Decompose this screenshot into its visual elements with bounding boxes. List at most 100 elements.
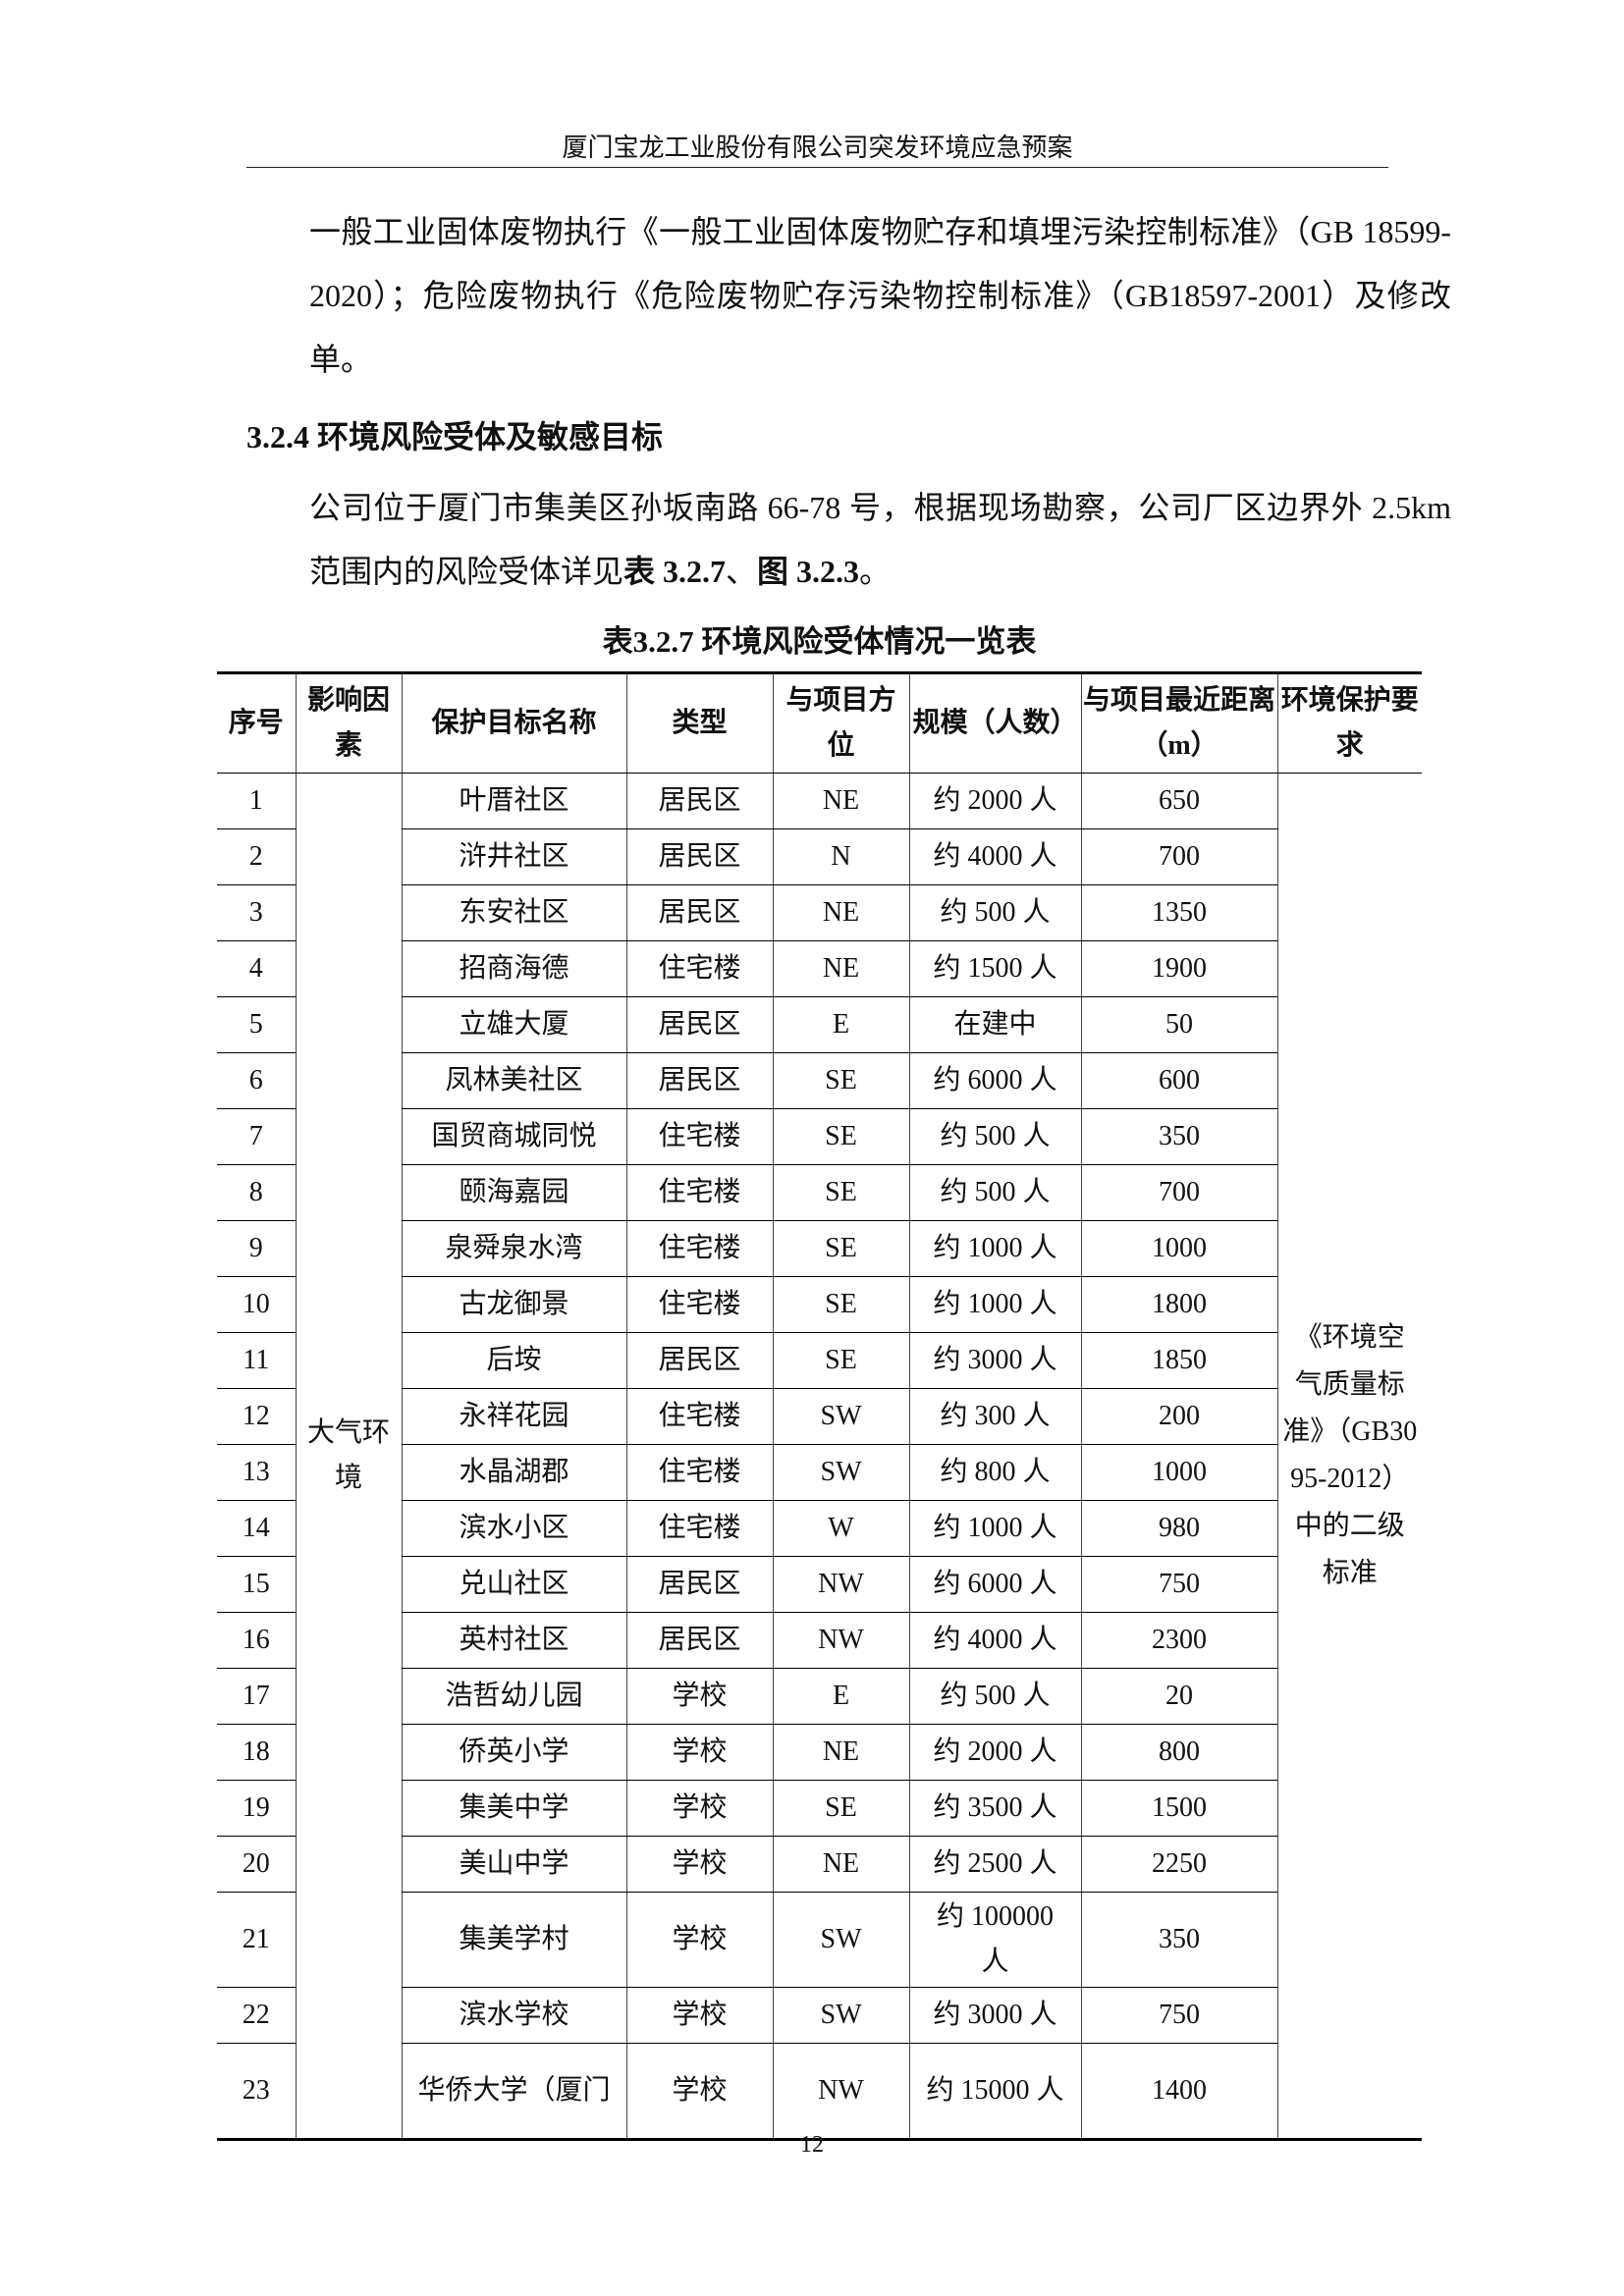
row-index-cell: 6 xyxy=(217,1052,296,1109)
table-row: 3 东安社区 居民区 NE 约 500 人 1350 xyxy=(217,884,1422,941)
type-cell: 学校 xyxy=(625,1892,773,1988)
protection-requirement-cell: 《环境空气质量标准》（GB3095-2012）中的二级标准 xyxy=(1276,773,1422,2141)
table-row: 12 永祥花园 住宅楼 SW 约 300 人 200 xyxy=(217,1388,1422,1445)
distance-cell: 350 xyxy=(1080,1108,1277,1165)
separator: 、 xyxy=(726,554,758,589)
table-row: 5 立雄大厦 居民区 E 在建中 50 xyxy=(217,996,1422,1053)
risk-receptor-table: 序号 影响因素 保护目标名称 类型 与项目方位 规模（人数） 与项目最近距离（m） 环境保护要… xyxy=(217,671,1422,2141)
distance-cell: 980 xyxy=(1080,1500,1277,1557)
column-header-type: 类型 xyxy=(625,671,773,774)
scale-cell: 约 3000 人 xyxy=(908,1987,1081,2044)
distance-cell: 1800 xyxy=(1080,1276,1277,1333)
table-row: 22 滨水学校 学校 SW 约 3000 人 750 xyxy=(217,1987,1422,2044)
target-name-cell: 国贸商城同悦 xyxy=(401,1108,626,1165)
scale-cell: 约 6000 人 xyxy=(908,1052,1081,1109)
scale-cell: 约 500 人 xyxy=(908,1668,1081,1725)
scale-cell: 约 500 人 xyxy=(908,1108,1081,1165)
figure-reference: 图 3.2.3 xyxy=(757,554,860,589)
distance-cell: 1000 xyxy=(1080,1444,1277,1501)
direction-cell: NE xyxy=(772,773,909,829)
distance-cell: 650 xyxy=(1080,773,1277,829)
scale-cell: 约 3000 人 xyxy=(908,1332,1081,1389)
table-header-row: 序号 影响因素 保护目标名称 类型 与项目方位 规模（人数） 与项目最近距离（m） 环境保护要… xyxy=(217,671,1422,774)
table-row: 15 兑山社区 居民区 NW 约 6000 人 750 xyxy=(217,1556,1422,1613)
column-header-target-name: 保护目标名称 xyxy=(401,671,626,774)
type-cell: 居民区 xyxy=(625,1332,773,1389)
column-header-factor: 影响因素 xyxy=(295,671,402,774)
column-header-direction: 与项目方位 xyxy=(772,671,909,774)
target-name-cell: 集美中学 xyxy=(401,1780,626,1837)
table-row: 17 浩哲幼儿园 学校 E 约 500 人 20 xyxy=(217,1668,1422,1725)
direction-cell: SE xyxy=(772,1220,909,1277)
scale-cell: 约 4000 人 xyxy=(908,828,1081,885)
table-row: 19 集美中学 学校 SE 约 3500 人 1500 xyxy=(217,1780,1422,1837)
table-row: 18 侨英小学 学校 NE 约 2000 人 800 xyxy=(217,1724,1422,1781)
direction-cell: SE xyxy=(772,1780,909,1837)
scale-cell: 约 1000 人 xyxy=(908,1220,1081,1277)
table-row: 7 国贸商城同悦 住宅楼 SE 约 500 人 350 xyxy=(217,1108,1422,1165)
target-name-cell: 招商海德 xyxy=(401,940,626,997)
scale-cell: 约 3500 人 xyxy=(908,1780,1081,1837)
paragraph-solid-waste-standards: 一般工业固体废物执行《一般工业固体废物贮存和填埋污染控制标准》（GB 18599… xyxy=(309,214,1451,377)
direction-cell: SE xyxy=(772,1164,909,1221)
target-name-cell: 美山中学 xyxy=(401,1836,626,1893)
direction-cell: W xyxy=(772,1500,909,1557)
direction-cell: SE xyxy=(772,1052,909,1109)
table-row: 9 泉舜泉水湾 住宅楼 SE 约 1000 人 1000 xyxy=(217,1220,1422,1277)
header-divider xyxy=(246,167,1388,168)
table-row: 20 美山中学 学校 NE 约 2500 人 2250 xyxy=(217,1836,1422,1893)
type-cell: 住宅楼 xyxy=(625,1108,773,1165)
distance-cell: 750 xyxy=(1080,1556,1277,1613)
row-index-cell: 8 xyxy=(217,1164,296,1221)
impact-factor-cell: 大气环境 xyxy=(295,773,402,2141)
scale-cell: 约 4000 人 xyxy=(908,1612,1081,1669)
scale-cell: 在建中 xyxy=(908,996,1081,1053)
direction-cell: NW xyxy=(772,1556,909,1613)
row-index-cell: 14 xyxy=(217,1500,296,1557)
table-row: 13 水晶湖郡 住宅楼 SW 约 800 人 1000 xyxy=(217,1444,1422,1501)
row-index-cell: 10 xyxy=(217,1276,296,1333)
distance-cell: 20 xyxy=(1080,1668,1277,1725)
row-index-cell: 4 xyxy=(217,940,296,997)
direction-cell: SE xyxy=(772,1108,909,1165)
target-name-cell: 凤林美社区 xyxy=(401,1052,626,1109)
column-header-requirement: 环境保护要求 xyxy=(1276,671,1422,774)
row-index-cell: 16 xyxy=(217,1612,296,1669)
table-row: 11 后垵 居民区 SE 约 3000 人 1850 xyxy=(217,1332,1422,1389)
column-header-index: 序号 xyxy=(217,671,296,774)
direction-cell: E xyxy=(772,1668,909,1725)
direction-cell: SW xyxy=(772,1444,909,1501)
row-index-cell: 1 xyxy=(217,773,296,829)
running-header: 厦门宝龙工业股份有限公司突发环境应急预案 xyxy=(562,133,1073,162)
table-row: 10 古龙御景 住宅楼 SE 约 1000 人 1800 xyxy=(217,1276,1422,1333)
target-name-cell: 华侨大学（厦门 xyxy=(401,2043,626,2141)
row-index-cell: 3 xyxy=(217,884,296,941)
type-cell: 居民区 xyxy=(625,828,773,885)
table-row: 23 华侨大学（厦门 学校 NW 约 15000 人 1400 xyxy=(217,2043,1422,2141)
type-cell: 住宅楼 xyxy=(625,1276,773,1333)
row-index-cell: 19 xyxy=(217,1780,296,1837)
scale-cell: 约 300 人 xyxy=(908,1388,1081,1445)
row-index-cell: 7 xyxy=(217,1108,296,1165)
type-cell: 居民区 xyxy=(625,1556,773,1613)
direction-cell: NE xyxy=(772,1724,909,1781)
row-index-cell: 2 xyxy=(217,828,296,885)
row-index-cell: 11 xyxy=(217,1332,296,1389)
row-index-cell: 20 xyxy=(217,1836,296,1893)
table-reference: 表 3.2.7 xyxy=(623,554,727,589)
table-row: 8 颐海嘉园 住宅楼 SE 约 500 人 700 xyxy=(217,1164,1422,1221)
target-name-cell: 东安社区 xyxy=(401,884,626,941)
type-cell: 住宅楼 xyxy=(625,940,773,997)
table-row: 1 大气环境 叶厝社区 居民区 NE 约 2000 人 650 《环境空气质量标准》（GB30… xyxy=(217,773,1422,2141)
target-name-cell: 浩哲幼儿园 xyxy=(401,1668,626,1725)
distance-cell: 2250 xyxy=(1080,1836,1277,1893)
scale-cell: 约 100000 人 xyxy=(908,1892,1081,1988)
type-cell: 学校 xyxy=(625,1987,773,2044)
row-index-cell: 13 xyxy=(217,1444,296,1501)
column-header-scale: 规模（人数） xyxy=(908,671,1081,774)
table-row: 16 英村社区 居民区 NW 约 4000 人 2300 xyxy=(217,1612,1422,1669)
type-cell: 学校 xyxy=(625,1668,773,1725)
target-name-cell: 滨水学校 xyxy=(401,1987,626,2044)
paragraph-end: 。 xyxy=(859,554,892,589)
row-index-cell: 17 xyxy=(217,1668,296,1725)
